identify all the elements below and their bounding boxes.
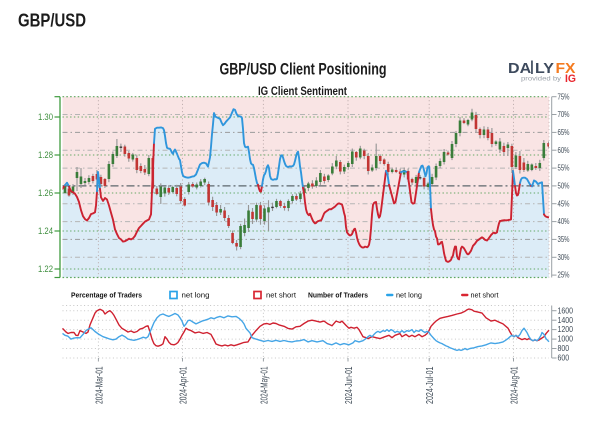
svg-text:2024-Jun-01: 2024-Jun-01 (344, 366, 355, 404)
svg-text:provided by: provided by (521, 76, 562, 83)
svg-text:35%: 35% (558, 235, 570, 244)
svg-text:1000: 1000 (558, 335, 574, 344)
svg-text:45%: 45% (558, 199, 570, 208)
svg-text:55%: 55% (558, 164, 570, 173)
svg-text:600: 600 (558, 354, 570, 363)
svg-text:30%: 30% (558, 253, 570, 262)
svg-text:50%: 50% (558, 182, 570, 191)
svg-text:60%: 60% (558, 146, 570, 155)
svg-text:2024-Apr-01: 2024-Apr-01 (178, 366, 189, 404)
svg-text:FX: FX (556, 61, 576, 77)
svg-text:2024-Aug-01: 2024-Aug-01 (509, 366, 520, 404)
svg-text:Number of Traders: Number of Traders (308, 291, 368, 300)
svg-text:1600: 1600 (558, 306, 574, 315)
svg-text:IG Client Sentiment: IG Client Sentiment (258, 84, 347, 98)
svg-text:2024-Mar-01: 2024-Mar-01 (94, 366, 105, 404)
svg-text:1.26: 1.26 (38, 188, 53, 199)
svg-text:40%: 40% (558, 217, 570, 226)
svg-text:GBP/USD: GBP/USD (18, 10, 86, 31)
svg-text:GBP/USD Client Positioning: GBP/USD Client Positioning (220, 60, 387, 79)
svg-text:25%: 25% (558, 271, 570, 280)
svg-text:net short: net short (471, 291, 500, 300)
svg-text:1.22: 1.22 (38, 264, 53, 275)
svg-text:net short: net short (266, 291, 297, 300)
svg-text:net long: net long (396, 291, 422, 300)
svg-text:net long: net long (182, 291, 210, 300)
svg-text:70%: 70% (558, 110, 570, 119)
svg-text:65%: 65% (558, 128, 570, 137)
svg-text:IG: IG (565, 73, 576, 85)
svg-text:2024-Jul-01: 2024-Jul-01 (425, 366, 436, 404)
svg-text:1.28: 1.28 (38, 150, 53, 161)
svg-text:800: 800 (558, 344, 570, 353)
svg-text:2024-May-01: 2024-May-01 (259, 366, 270, 404)
svg-text:1.24: 1.24 (38, 226, 53, 237)
svg-text:75%: 75% (558, 92, 570, 101)
svg-text:1.30: 1.30 (38, 112, 53, 123)
svg-text:Percentage of Traders: Percentage of Traders (71, 291, 142, 300)
svg-text:1400: 1400 (558, 316, 574, 325)
svg-text:1200: 1200 (558, 325, 574, 334)
